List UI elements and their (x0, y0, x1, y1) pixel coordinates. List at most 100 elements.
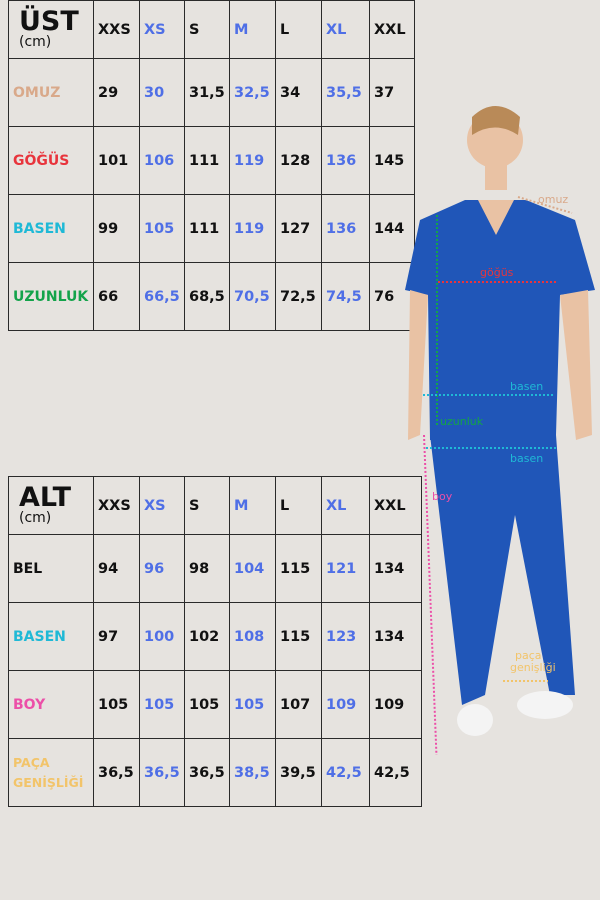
measurement-value: 128 (275, 126, 322, 195)
table-row: OMUZ 29 30 31,5 32,5 34 35,5 37 (8, 58, 415, 127)
paca-annotation-line2: genişliği (510, 661, 556, 674)
header-row: ALT (cm) XXS XS S M L XL XXL (8, 476, 422, 535)
measurement-label: OMUZ (8, 58, 94, 127)
measurement-value: 66 (93, 262, 140, 331)
size-header-xxs: XXS (93, 0, 140, 59)
measurement-value: 36,5 (184, 738, 230, 807)
measurement-value: 35,5 (321, 58, 370, 127)
measurement-value: 30 (139, 58, 185, 127)
table-title-text: ÜST (19, 5, 79, 37)
measurement-value: 136 (321, 126, 370, 195)
measurement-value: 111 (184, 126, 230, 195)
measurement-value: 136 (321, 194, 370, 263)
measurement-value: 29 (93, 58, 140, 127)
size-header-xs: XS (139, 476, 185, 535)
table-row: UZUNLUK 66 66,5 68,5 70,5 72,5 74,5 76 (8, 262, 415, 331)
model-hair (472, 106, 520, 135)
measurement-label: UZUNLUK (8, 262, 94, 331)
measurement-label: PAÇA GENİŞLİĞİ (8, 738, 94, 807)
measurement-value: 115 (275, 534, 322, 603)
size-header-s: S (184, 476, 230, 535)
model-neck (485, 165, 507, 190)
measurement-value: 107 (275, 670, 322, 739)
measurement-value: 108 (229, 602, 276, 671)
measurement-value: 119 (229, 194, 276, 263)
measurement-value: 34 (275, 58, 322, 127)
table-row: BOY 105 105 105 105 107 109 109 (8, 670, 422, 739)
uzunluk-annotation: uzunluk (440, 415, 484, 428)
measurement-value: 70,5 (229, 262, 276, 331)
size-header-xxl: XXL (369, 476, 422, 535)
measurement-value: 111 (184, 194, 230, 263)
measurement-label: BOY (8, 670, 94, 739)
size-header-m: M (229, 476, 276, 535)
model-arms (408, 290, 592, 440)
shoe-left (457, 704, 493, 736)
measurement-value: 96 (139, 534, 185, 603)
header-row: ÜST (cm) XXS XS S M L XL XXL (8, 0, 415, 59)
paca-annotation-line1: paça (515, 649, 542, 662)
size-header-s: S (184, 0, 230, 59)
measurement-value: 98 (184, 534, 230, 603)
measurement-value: 105 (93, 670, 140, 739)
boy-annotation: boy (432, 490, 453, 503)
size-header-xxs: XXS (93, 476, 140, 535)
measurement-value: 144 (369, 194, 415, 263)
measurement-label: BASEN (8, 602, 94, 671)
measurement-value: 105 (139, 194, 185, 263)
size-header-xs: XS (139, 0, 185, 59)
gogus-annotation: göğüs (480, 266, 514, 279)
measurement-value: 38,5 (229, 738, 276, 807)
measurement-value: 99 (93, 194, 140, 263)
size-header-l: L (275, 0, 322, 59)
measurement-value: 109 (321, 670, 370, 739)
size-header-xl: XL (321, 476, 370, 535)
model-illustration: omuz göğüs uzunluk basen basen boy paça … (405, 106, 595, 755)
omuz-arrow (517, 196, 573, 214)
measurement-value: 105 (184, 670, 230, 739)
measurement-value: 127 (275, 194, 322, 263)
measurement-value: 66,5 (139, 262, 185, 331)
unit-label: (cm) (19, 509, 52, 526)
table-title-text: ALT (19, 481, 72, 513)
measurement-value: 68,5 (184, 262, 230, 331)
top-size-table: ÜST (cm) XXS XS S M L XL XXL OMUZ 29 30 31,5 32,5 34 35… (8, 0, 415, 331)
measurement-value: 119 (229, 126, 276, 195)
measurement-value: 31,5 (184, 58, 230, 127)
table-title: ÜST (cm) (8, 0, 94, 59)
measurement-value: 105 (139, 670, 185, 739)
measurement-value: 94 (93, 534, 140, 603)
measurement-value: 32,5 (229, 58, 276, 127)
unit-label: (cm) (19, 33, 52, 50)
table-row: BASEN 99 105 111 119 127 136 144 (8, 194, 415, 263)
table-row: PAÇA GENİŞLİĞİ 36,5 36,5 36,5 38,5 39,5 42,5 42… (8, 738, 422, 807)
measurement-label: BASEN (8, 194, 94, 263)
bottom-size-table: ALT (cm) XXS XS S M L XL XXL BEL 94 96 98 104 115 121 13… (8, 476, 422, 807)
measurement-value: 36,5 (139, 738, 185, 807)
measurement-value: 74,5 (321, 262, 370, 331)
measurement-value: 42,5 (321, 738, 370, 807)
measurement-label: BEL (8, 534, 94, 603)
measurement-value: 145 (369, 126, 415, 195)
size-header-xl: XL (321, 0, 370, 59)
measurement-value: 100 (139, 602, 185, 671)
measurement-value: 105 (229, 670, 276, 739)
omuz-annotation: omuz (538, 193, 568, 206)
table-row: BEL 94 96 98 104 115 121 134 (8, 534, 422, 603)
measurement-value: 104 (229, 534, 276, 603)
scrub-pants (430, 435, 575, 705)
shoe-right (517, 691, 573, 719)
basen-bottom-annotation: basen (510, 452, 543, 465)
measurement-value: 109 (369, 670, 422, 739)
measurement-label: GÖĞÜS (8, 126, 94, 195)
basen-top-annotation: basen (510, 380, 543, 393)
measurement-value: 134 (369, 602, 422, 671)
measurement-value: 97 (93, 602, 140, 671)
measurement-value: 123 (321, 602, 370, 671)
measurement-value: 36,5 (93, 738, 140, 807)
table-row: BASEN 97 100 102 108 115 123 134 (8, 602, 422, 671)
measurement-value: 42,5 (369, 738, 422, 807)
model-neckline (478, 200, 514, 235)
measurement-value: 37 (369, 58, 415, 127)
measurement-value: 39,5 (275, 738, 322, 807)
